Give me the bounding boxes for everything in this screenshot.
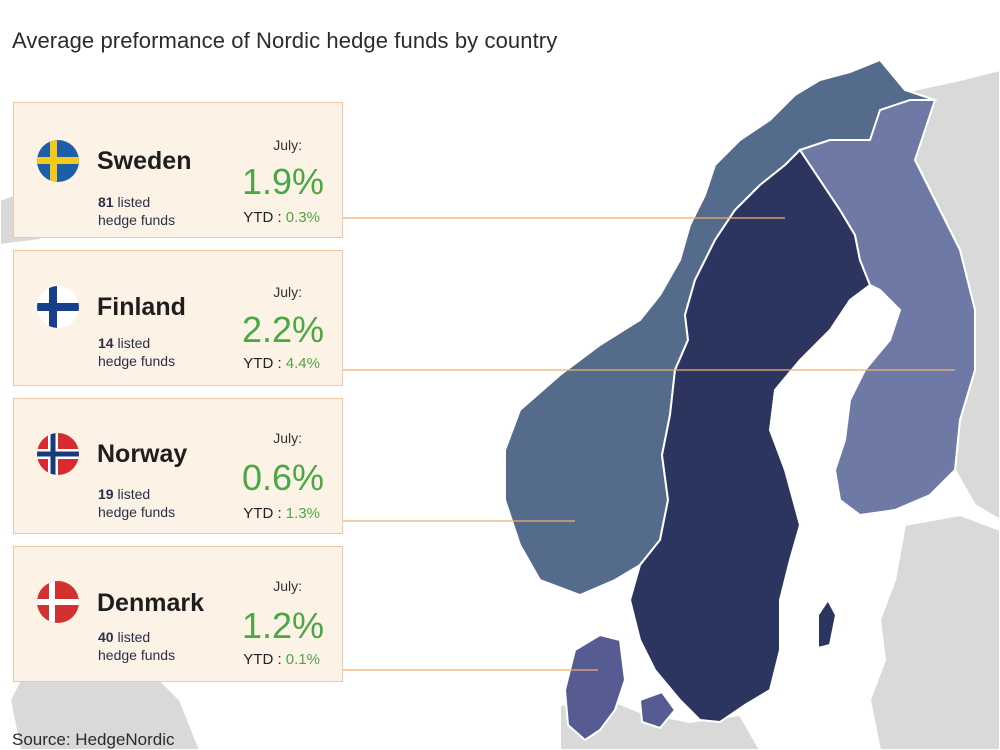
map-title: Average preformance of Nordic hedge fund… xyxy=(12,28,558,53)
denmark-land xyxy=(563,633,627,742)
country-card-sweden: Sweden 81 listed hedge funds July: 1.9% Y… xyxy=(13,102,343,238)
sweden-land xyxy=(628,148,872,724)
july-performance: 0.6% xyxy=(241,457,324,498)
month-label: July: xyxy=(273,578,302,594)
country-card-norway: Norway 19 listed hedge funds July: 0.6% Y… xyxy=(13,398,343,534)
ytd-performance: YTD : 0.3% xyxy=(243,209,320,226)
country-name: Norway xyxy=(97,440,188,468)
ytd-performance: YTD : 1.3% xyxy=(243,505,320,522)
country-name: Finland xyxy=(97,293,186,321)
month-label: July: xyxy=(273,137,302,153)
month-label: July: xyxy=(273,284,302,300)
country-name: Denmark xyxy=(97,589,204,617)
gotland-island xyxy=(817,598,838,650)
ytd-performance: YTD : 0.1% xyxy=(243,651,320,668)
july-performance: 1.9% xyxy=(241,161,324,202)
funds-count: 14 listed hedge funds xyxy=(98,335,176,369)
july-performance: 1.2% xyxy=(241,605,324,646)
source-note: Source: HedgeNordic xyxy=(12,730,175,749)
finland-flag-icon xyxy=(37,286,79,328)
july-performance: 2.2% xyxy=(241,309,324,350)
ytd-performance: YTD : 4.4% xyxy=(243,355,320,372)
country-name: Sweden xyxy=(97,147,192,175)
country-card-denmark: Denmark 40 listed hedge funds July: 1.2% … xyxy=(13,546,343,682)
leader-lines xyxy=(343,217,955,671)
denmark-flag-icon xyxy=(37,581,79,623)
funds-count: 40 listed hedge funds xyxy=(98,629,176,663)
denmark-island xyxy=(638,690,677,730)
country-card-finland: Finland 14 listed hedge funds July: 2.2% … xyxy=(13,250,343,386)
finland-land xyxy=(798,99,976,517)
sweden-flag-icon xyxy=(37,140,79,182)
month-label: July: xyxy=(273,430,302,446)
funds-count: 19 listed hedge funds xyxy=(98,486,176,520)
baltic-land xyxy=(868,513,1000,750)
norway-flag-icon xyxy=(37,433,79,475)
funds-count: 81 listed hedge funds xyxy=(98,194,176,228)
